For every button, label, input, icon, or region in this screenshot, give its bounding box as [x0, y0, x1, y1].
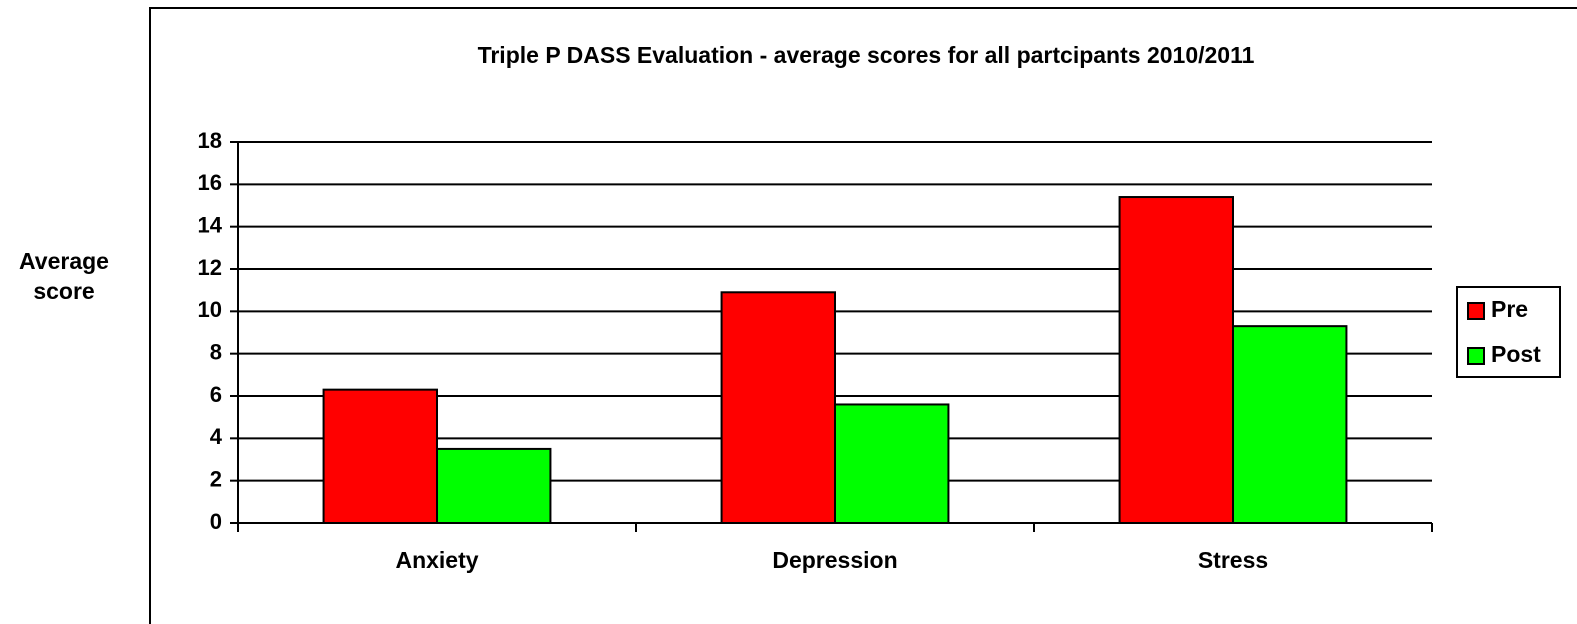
y-tick-label: 12: [198, 255, 222, 280]
y-axis-label: Average score: [19, 248, 109, 304]
chart-title: Triple P DASS Evaluation - average score…: [478, 42, 1255, 68]
x-tick-label: Depression: [772, 547, 897, 573]
bar: [436, 447, 552, 524]
bar: [1232, 325, 1348, 524]
bar: [834, 403, 950, 525]
x-tick-label: Stress: [1198, 547, 1268, 573]
bar: [322, 388, 439, 524]
y-tick-label: 18: [198, 128, 222, 153]
bar: [720, 291, 837, 524]
y-tick-label: 10: [198, 297, 222, 322]
y-tick-label: 4: [210, 424, 223, 449]
legend-label: Post: [1491, 341, 1541, 367]
legend-swatch: [1467, 347, 1485, 365]
y-tick-label: 14: [198, 212, 223, 237]
y-tick-label: 8: [210, 339, 222, 364]
legend-swatch: [1467, 302, 1485, 320]
bar: [1118, 196, 1234, 525]
y-tick-label: 16: [198, 170, 222, 195]
legend-label: Pre: [1491, 296, 1528, 322]
chart-frame: [149, 7, 1577, 624]
y-tick-label: 0: [210, 509, 222, 534]
x-tick-label: Anxiety: [395, 547, 478, 573]
y-tick-label: 2: [210, 466, 222, 491]
y-tick-label: 6: [210, 382, 222, 407]
